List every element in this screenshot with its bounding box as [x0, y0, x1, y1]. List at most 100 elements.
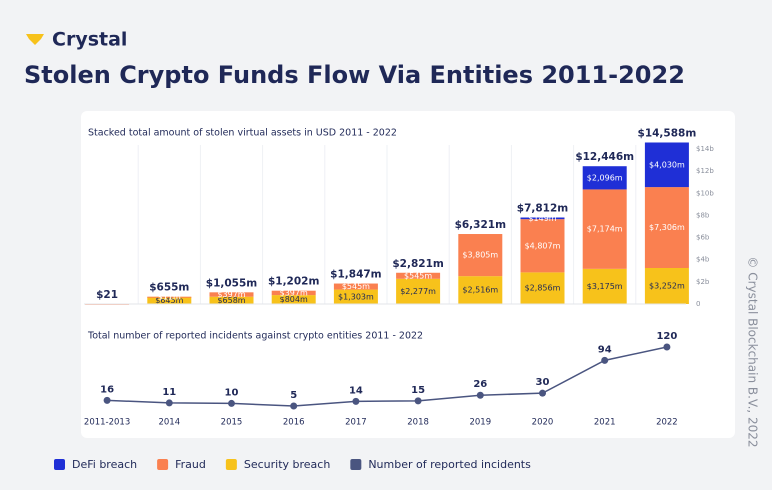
point: [539, 389, 546, 397]
total-label: $7,812m: [517, 203, 569, 215]
total-label: $12,446m: [575, 151, 634, 163]
total-label: $21: [96, 289, 118, 301]
point: [228, 399, 235, 407]
total-label: $1,847m: [330, 269, 382, 281]
bar-segment: [209, 292, 254, 297]
bar-segment: [333, 283, 378, 290]
line-chart-title: Total number of reported incidents again…: [87, 331, 423, 342]
bar-segment: [582, 166, 627, 190]
legend-label: DeFi breach: [72, 458, 137, 471]
total-label: $1,055m: [206, 277, 258, 289]
x-tick-label: 2016: [283, 418, 305, 428]
point: [476, 391, 484, 399]
bar-segment: [582, 268, 627, 304]
bar-segment: [147, 296, 192, 298]
bar-segment: [396, 278, 441, 304]
legend-swatch: [54, 459, 65, 470]
bar-chart-title: Stacked total amount of stolen virtual a…: [88, 128, 397, 139]
point-label: 94: [598, 344, 612, 355]
x-tick-label: 2018: [407, 418, 429, 428]
segment-label: $3,175m: [587, 282, 623, 291]
bar-segment: [644, 267, 689, 304]
segment-label: $545m: [404, 271, 432, 280]
line: [107, 346, 668, 407]
point-label: 5: [290, 390, 297, 401]
bar-segment: [458, 234, 503, 277]
segment-label: $545m: [342, 282, 370, 291]
bar-segment: [644, 187, 689, 268]
total-label: $655m: [149, 282, 189, 294]
segment-label: $2,856m: [525, 284, 561, 293]
point: [414, 397, 422, 405]
legend-label: Security breach: [244, 458, 330, 471]
point: [352, 397, 360, 405]
bar-segment: [520, 272, 565, 304]
page-title: Stolen Crypto Funds Flow Via Entities 20…: [24, 61, 685, 89]
point: [663, 343, 671, 351]
point: [165, 399, 173, 407]
bar-segment: [271, 295, 316, 304]
x-tick-label: 2015: [221, 418, 243, 428]
brand: Crystal: [52, 29, 127, 51]
y-tick-label: $12b: [696, 167, 714, 175]
bar-segment: [147, 296, 192, 304]
total-label: $6,321m: [455, 219, 507, 231]
x-tick-label: 2019: [469, 418, 491, 428]
legend-swatch: [350, 459, 362, 470]
copyright: © Crystal Blockchain B.V., 2022: [746, 256, 760, 447]
y-tick-label: $14b: [696, 145, 714, 153]
legend-label: Fraud: [175, 458, 206, 471]
segment-label: $2,516m: [462, 286, 498, 295]
point-label: 120: [656, 331, 677, 342]
segment-label: $2,277m: [400, 287, 436, 296]
logo: [26, 34, 44, 45]
bar-segment: [520, 219, 565, 273]
segment-label: $3,252m: [649, 281, 685, 290]
total-label: $1,202m: [268, 276, 320, 288]
bar-segment: [396, 272, 441, 279]
segment-label: $658m: [217, 296, 245, 305]
segment-label: $7,306m: [649, 223, 685, 232]
legend-label: Number of reported incidents: [368, 458, 531, 471]
segment-label: $804m: [280, 295, 308, 304]
segment-label: $4,030m: [649, 160, 685, 169]
bar-segment: [333, 289, 378, 304]
y-tick-label: $2b: [696, 278, 710, 286]
segment-label: $1,303m: [338, 292, 374, 301]
x-tick-label: 2014: [158, 418, 180, 428]
total-label: $2,821m: [392, 258, 444, 270]
point-label: 30: [536, 377, 550, 388]
y-tick-label: $10b: [696, 189, 714, 197]
point-label: 26: [473, 379, 487, 390]
bar-segment: [271, 290, 316, 296]
bar-segment: [644, 142, 689, 188]
segment-label: $2,096m: [587, 173, 623, 182]
legend-swatch: [157, 459, 169, 470]
segment-label: $397m: [217, 290, 245, 299]
point-label: 10: [225, 387, 239, 398]
point: [103, 396, 111, 404]
x-tick-label: 2017: [345, 418, 367, 428]
y-tick-label: $6b: [696, 234, 710, 242]
x-tick-label: 2020: [532, 418, 554, 428]
segment-label: $397m: [280, 288, 308, 297]
x-tick-label: 2022: [656, 418, 678, 428]
segment-label: $645m: [155, 296, 183, 305]
y-tick-label: $4b: [696, 256, 710, 264]
y-tick-label: 0: [696, 300, 700, 308]
point-label: 14: [349, 385, 363, 396]
x-tick-label: 2011-2013: [84, 418, 130, 428]
point-label: 16: [100, 384, 114, 395]
point: [290, 402, 298, 410]
segment-label: $3,805m: [462, 251, 498, 260]
point-label: 11: [162, 387, 176, 398]
segment-label: $149m: [528, 214, 556, 223]
bar-segment: [582, 189, 627, 269]
segment-label: $7,174m: [587, 225, 623, 234]
point-label: 15: [411, 385, 425, 396]
point: [601, 356, 609, 364]
x-tick-label: 2021: [594, 418, 616, 428]
bar-segment: [209, 296, 254, 304]
bar-segment: [458, 276, 503, 304]
